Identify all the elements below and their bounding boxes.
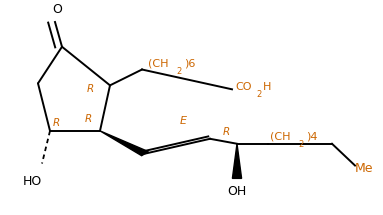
Text: HO: HO: [22, 175, 42, 188]
Text: )4: )4: [306, 132, 318, 142]
Text: H: H: [263, 82, 271, 92]
Text: R: R: [87, 84, 93, 94]
Text: OH: OH: [228, 185, 247, 198]
Text: E: E: [180, 116, 187, 126]
Polygon shape: [100, 131, 148, 156]
Text: 2: 2: [299, 140, 304, 149]
Text: 2: 2: [256, 90, 261, 99]
Text: R: R: [84, 114, 92, 124]
Text: R: R: [53, 118, 60, 128]
Text: (CH: (CH: [148, 58, 169, 69]
Text: )6: )6: [184, 58, 196, 69]
Text: (CH: (CH: [270, 132, 290, 142]
Text: R: R: [223, 127, 230, 137]
Polygon shape: [232, 144, 242, 178]
Text: 2: 2: [177, 66, 182, 75]
Text: Me: Me: [355, 162, 373, 175]
Text: O: O: [52, 3, 62, 16]
Text: CO: CO: [235, 82, 252, 92]
